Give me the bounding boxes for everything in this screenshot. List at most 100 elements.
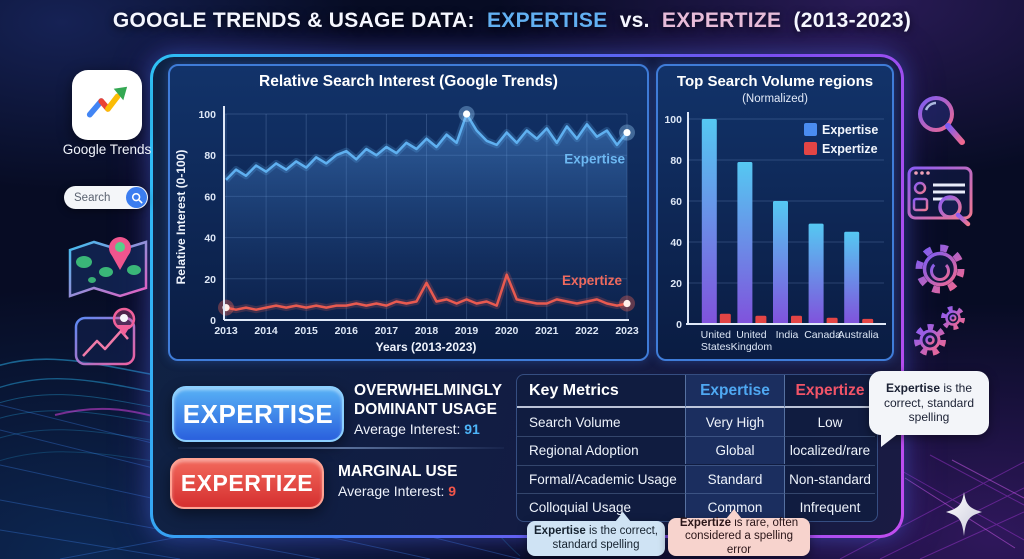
svg-text:United: United: [736, 329, 767, 341]
svg-text:2013: 2013: [214, 325, 238, 337]
line-chart: 2013 2014 2015 2016 2017 2018 2019 2020 2021 2022…: [174, 106, 639, 354]
svg-text:40: 40: [204, 233, 216, 245]
image-location-icon: [74, 307, 136, 366]
expertize-average-value: 9: [448, 483, 457, 499]
browser-search-icon: [907, 166, 973, 227]
metrics-cell: Infrequent: [785, 492, 875, 521]
svg-text:40: 40: [670, 237, 682, 249]
svg-text:2019: 2019: [455, 325, 479, 337]
metrics-cell: Colloquial Usage: [517, 492, 685, 521]
title-expertise: EXPERTISE: [486, 9, 608, 32]
callout-bold: Expertize: [679, 516, 731, 529]
expertize-average-label: Average Interest:: [338, 483, 445, 499]
expertize-headline-1: MARGINAL USE: [338, 463, 458, 480]
line-chart-title: Relative Search Interest (Google Trends): [259, 73, 558, 90]
title-vs: vs.: [619, 9, 650, 32]
bar-chart-panel: Top Search Volume regions (Normalized) 0…: [656, 64, 894, 361]
svg-text:Relative Interest (0-100): Relative Interest (0-100): [174, 150, 188, 285]
svg-text:80: 80: [204, 150, 216, 162]
metrics-header-expertize: Expertize: [785, 375, 875, 408]
svg-text:Expertise: Expertise: [822, 123, 878, 137]
expertise-average-label: Average Interest:: [354, 421, 461, 437]
search-icon: [131, 192, 142, 203]
svg-text:60: 60: [204, 191, 216, 203]
search-button[interactable]: [126, 187, 147, 208]
callout-expertise-side: Expertise is the correct, standard spell…: [869, 371, 989, 447]
svg-text:2020: 2020: [495, 325, 519, 337]
svg-text:Expertize: Expertize: [562, 273, 623, 288]
metrics-header-key: Key Metrics: [517, 375, 685, 408]
callout-rest: is rare, often considered a spelling err…: [684, 516, 799, 556]
metrics-cell: Search Volume: [529, 414, 621, 430]
svg-text:2018: 2018: [415, 325, 439, 337]
sparkle-icon: [946, 492, 982, 536]
callout-bold: Expertise: [534, 525, 586, 537]
callout-rest: is the correct, standard spelling: [552, 525, 658, 551]
callout-expertize-bottom: Expertize is rare, often considered a sp…: [668, 509, 810, 556]
key-metrics-table: Key Metrics Expertise Expertize Search V…: [516, 374, 878, 522]
callout-expertise-bottom: Expertise is the correct, standard spell…: [527, 512, 665, 556]
expertise-headline-2: DOMINANT USAGE: [354, 401, 497, 418]
svg-text:Kingdom: Kingdom: [731, 341, 773, 353]
expertise-headline-1: OVERWHELMINGLY: [354, 382, 503, 399]
svg-text:80: 80: [670, 155, 682, 167]
svg-text:60: 60: [670, 196, 682, 208]
svg-text:2017: 2017: [375, 325, 399, 337]
svg-text:100: 100: [198, 109, 216, 121]
title-suffix: (2013-2023): [793, 9, 912, 32]
svg-text:States: States: [701, 341, 731, 353]
svg-text:India: India: [776, 329, 799, 341]
line-chart-panel: Relative Search Interest (Google Trends)…: [168, 64, 649, 361]
google-trends-label: Google Trends: [62, 142, 152, 157]
svg-text:2014: 2014: [254, 325, 278, 337]
metrics-cell: localized/rare: [785, 436, 875, 464]
double-gear-icon: [914, 306, 965, 356]
metrics-cell: Very High: [685, 408, 785, 437]
svg-text:100: 100: [664, 114, 682, 126]
svg-text:Expertize: Expertize: [822, 142, 878, 156]
metrics-cell: Global: [685, 436, 785, 465]
svg-text:20: 20: [670, 278, 682, 290]
gear-power-icon: [915, 244, 965, 294]
search-placeholder: Search: [74, 191, 111, 204]
svg-text:2022: 2022: [575, 325, 599, 337]
title-prefix: GOOGLE TRENDS & USAGE DATA:: [112, 9, 475, 32]
bar-chart: 020406080100UnitedStatesUnitedKingdomInd…: [664, 112, 886, 353]
svg-text:United: United: [701, 329, 732, 341]
svg-text:Years (2013-2023): Years (2013-2023): [376, 340, 477, 354]
metrics-header-expertise: Expertise: [685, 375, 785, 408]
magnifier-icon: [918, 96, 965, 145]
svg-text:2015: 2015: [295, 325, 319, 337]
trend-arrow-icon: [86, 86, 128, 118]
metrics-cell: Non-standard: [785, 464, 875, 493]
expertise-summary: OVERWHELMINGLY DOMINANT USAGE Average In…: [354, 381, 502, 437]
world-map-pin-icon: [68, 237, 148, 298]
expertize-average: Average Interest: 9: [338, 483, 457, 499]
page-title: GOOGLE TRENDS & USAGE DATA: EXPERTISE vs…: [0, 9, 1024, 33]
title-expertize: EXPERTIZE: [661, 9, 782, 32]
expertise-average: Average Interest: 91: [354, 421, 502, 437]
metrics-cell: Formal/Academic Usage: [517, 464, 685, 493]
svg-text:20: 20: [204, 274, 216, 286]
svg-text:0: 0: [210, 315, 216, 327]
metrics-cell: Low: [817, 414, 843, 430]
expertize-button[interactable]: EXPERTIZE: [170, 458, 324, 509]
metrics-cell: Standard: [685, 464, 785, 493]
callout-bold: Expertise: [885, 381, 940, 396]
svg-text:2021: 2021: [535, 325, 559, 337]
bar-chart-subtitle: (Normalized): [742, 93, 808, 105]
bar-chart-title: Top Search Volume regions: [676, 73, 874, 90]
svg-text:Canada: Canada: [804, 329, 841, 341]
callout-rest: is the correct, standard spelling: [883, 381, 975, 425]
svg-text:Expertise: Expertise: [564, 151, 625, 166]
search-input[interactable]: Search: [64, 186, 148, 209]
svg-text:2023: 2023: [615, 325, 639, 337]
expertise-average-value: 91: [464, 421, 480, 437]
svg-text:0: 0: [676, 319, 682, 331]
summary-divider: [178, 447, 504, 449]
expertise-button[interactable]: EXPERTISE: [172, 386, 344, 442]
metrics-cell: Regional Adoption: [517, 436, 685, 464]
svg-text:Australia: Australia: [838, 329, 879, 341]
svg-text:2016: 2016: [335, 325, 359, 337]
google-trends-logo: [72, 70, 142, 140]
